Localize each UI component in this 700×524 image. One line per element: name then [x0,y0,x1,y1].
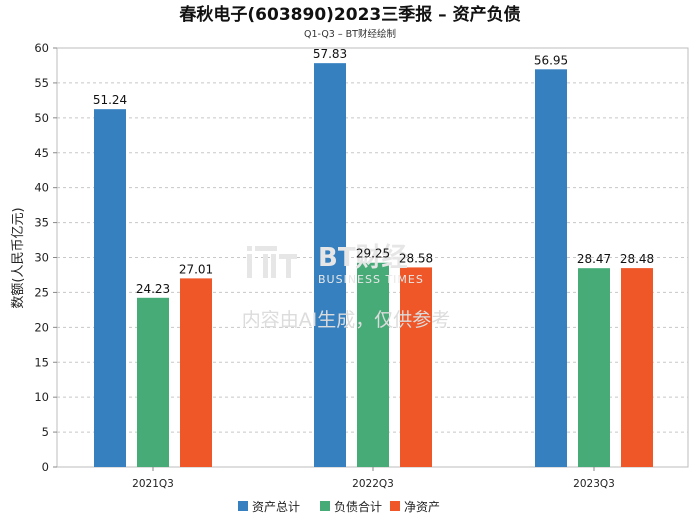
y-tick-label: 20 [34,320,49,334]
legend: 资产总计 负债合计 净资产 [238,499,440,514]
bar [137,297,169,467]
bt-logo-icon [247,246,297,278]
y-tick-label: 15 [34,355,49,369]
bar [180,278,212,467]
bar [357,262,389,467]
y-axis: 0 5 10 15 20 25 30 35 40 45 50 55 60 [34,41,57,474]
watermark-notice: 内容由AI生成，仅供参考 [242,309,451,331]
y-tick-label: 0 [42,460,49,474]
y-tick-label: 10 [34,390,49,404]
y-tick-label: 25 [34,285,49,299]
x-tick-label: 2023Q3 [573,478,615,490]
bar [535,69,567,467]
y-tick-label: 40 [34,181,49,195]
y-tick-label: 35 [34,216,49,230]
watermark-logo-text: BT财经 [318,242,408,273]
x-tick-label: 2022Q3 [352,478,394,490]
legend-swatch [390,501,400,511]
data-label: 28.48 [620,252,654,266]
data-label: 28.47 [577,252,611,266]
bar [314,63,346,467]
data-label: 56.95 [534,53,568,67]
watermark: BT财经 BUSINESS TIMES 内容由AI生成，仅供参考 [242,242,451,331]
bar [578,268,610,467]
data-label: 29.25 [356,247,390,261]
chart-subtitle: Q1-Q3 – BT财经绘制 [304,28,396,40]
legend-label: 负债合计 [334,499,382,514]
legend-swatch [238,501,248,511]
watermark-sub-text: BUSINESS TIMES [318,273,424,286]
data-label: 51.24 [93,93,127,107]
y-tick-label: 55 [34,76,49,90]
bar [621,268,653,467]
data-label: 57.83 [313,47,347,61]
bars [94,63,653,467]
y-tick-label: 45 [34,146,49,160]
y-axis-label: 数额(人民币亿元) [11,207,26,308]
legend-label: 资产总计 [252,500,300,514]
data-label: 28.58 [399,251,433,265]
y-tick-label: 50 [34,111,49,125]
legend-swatch [320,501,330,511]
bar [94,109,126,467]
data-labels: 51.24 24.23 27.01 57.83 29.25 28.58 56.95 28.47… [93,47,654,296]
data-label: 24.23 [136,282,170,296]
chart-title: 春秋电子(603890)2023三季报 – 资产负债 [179,4,520,25]
y-tick-label: 5 [42,425,49,439]
x-axis: 2021Q3 2022Q3 2023Q3 [132,467,615,490]
x-tick-label: 2021Q3 [132,478,174,490]
data-label: 27.01 [179,262,213,276]
y-tick-label: 60 [34,41,49,55]
legend-label: 净资产 [404,500,440,514]
bar [400,267,432,467]
y-tick-label: 30 [34,251,49,265]
